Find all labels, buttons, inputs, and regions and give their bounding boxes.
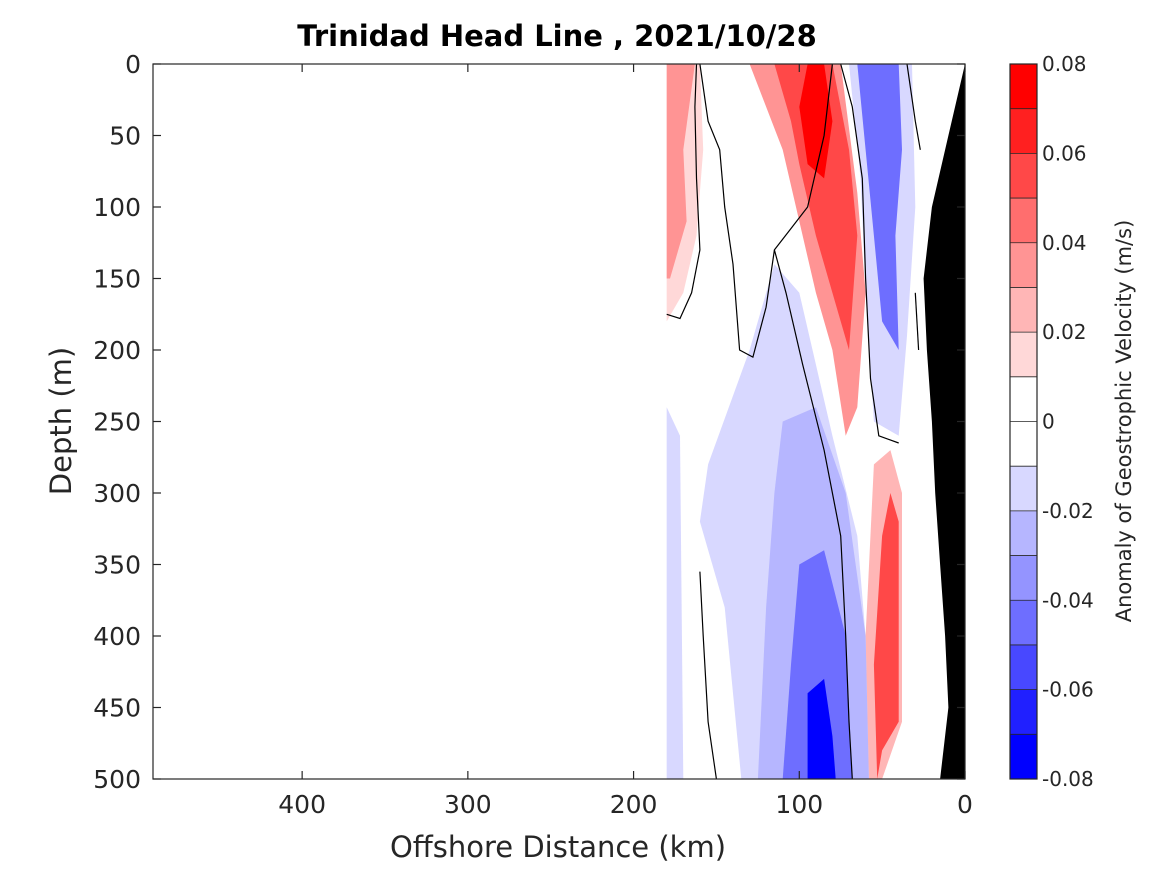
colorbar-tick-label: -0.02: [1042, 499, 1094, 523]
x-tick-label: 100: [775, 790, 823, 819]
contour-region-offshore-positive: [666, 64, 695, 279]
zero-contour-line-1: [666, 63, 701, 320]
colorbar-tick-label: -0.04: [1042, 588, 1094, 612]
zero-contour-line-4: [906, 63, 921, 150]
colorbar-ticks: 0.08 0.06 0.04 0.02 0 -0.02 -0.04 -0.06 -0.08: [1042, 52, 1094, 791]
colorbar-tick-label: 0: [1042, 410, 1055, 434]
colorbar-band: [1010, 421, 1037, 467]
bathymetry-layer: [923, 64, 965, 779]
zero-contour-line-6: [699, 571, 717, 780]
contour-region-offshore-negative-weak: [666, 407, 684, 779]
zero-contour-line-5: [773, 249, 853, 780]
colorbar-band: [1010, 64, 1037, 110]
colorbar-band: [1010, 198, 1037, 244]
y-tick-label: 0: [125, 50, 141, 79]
contour-region-nearshore-negative: [857, 64, 902, 350]
colorbar-bands: [1010, 64, 1037, 780]
y-tick-label: 400: [93, 622, 141, 651]
y-tick-label: 250: [93, 408, 141, 437]
colorbar-band: [1010, 376, 1037, 422]
colorbar-band: [1010, 644, 1037, 691]
zero-contour-line-7: [914, 292, 920, 351]
colorbar-tick-label: 0.08: [1042, 52, 1087, 76]
x-axis-label: Offshore Distance (km): [390, 830, 726, 864]
y-tick-label: 200: [93, 336, 141, 365]
y-axis: 0 50 100 150 200 250 300 350 400 450 500: [93, 50, 965, 794]
colorbar-tick-label: -0.08: [1042, 767, 1094, 791]
colorbar-band: [1010, 332, 1037, 378]
y-tick-label: 450: [93, 694, 141, 723]
contour-line-layer: [666, 63, 921, 780]
chart-title: Trinidad Head Line , 2021/10/28: [297, 19, 817, 53]
seafloor-bathymetry: [923, 64, 965, 779]
x-tick-label: 300: [444, 790, 492, 819]
contour-region-coastal-positive-jet: [774, 64, 858, 350]
colorbar-band: [1010, 734, 1037, 780]
colorbar-band: [1010, 466, 1037, 512]
contour-region-coastal-positive-core: [799, 64, 833, 179]
colorbar-band: [1010, 689, 1037, 735]
colorbar-band: [1010, 153, 1037, 199]
colorbar-band: [1010, 555, 1037, 601]
x-tick-label: 200: [610, 790, 658, 819]
colorbar-band: [1010, 287, 1037, 333]
x-tick-label: 400: [278, 790, 326, 819]
y-tick-label: 500: [93, 765, 141, 794]
colorbar-band: [1010, 510, 1037, 556]
contour-region-deep-negative: [782, 550, 853, 779]
zero-contour-line-2: [699, 63, 833, 358]
y-tick-label: 50: [109, 122, 141, 151]
colorbar-band: [1010, 108, 1037, 154]
colorbar-tick-label: 0.06: [1042, 141, 1087, 165]
y-tick-label: 350: [93, 551, 141, 580]
y-tick-label: 100: [93, 193, 141, 222]
colorbar: 0.08 0.06 0.04 0.02 0 -0.02 -0.04 -0.06 -0.08 An…: [1009, 52, 1136, 791]
y-tick-label: 300: [93, 479, 141, 508]
colorbar-tick-label: 0.02: [1042, 320, 1087, 344]
colorbar-tick-label: 0.04: [1042, 231, 1087, 255]
x-axis: 400 300 200 100 0: [278, 64, 973, 819]
colorbar-band: [1010, 600, 1037, 646]
zero-contour-line-3: [840, 63, 899, 444]
colorbar-frame: [1009, 63, 1038, 780]
y-tick-label: 150: [93, 265, 141, 294]
contour-fill-layer: [666, 64, 916, 779]
plot-area: [152, 63, 966, 780]
y-axis-label: Depth (m): [44, 347, 78, 495]
colorbar-label: Anomaly of Geostrophic Velocity (m/s): [1112, 220, 1136, 623]
colorbar-tick-label: -0.06: [1042, 678, 1094, 702]
x-tick-label: 0: [957, 790, 973, 819]
colorbar-band: [1010, 242, 1037, 288]
contour-region-deep-negative-core: [807, 678, 836, 779]
contour-region-deep-positive: [873, 493, 899, 779]
